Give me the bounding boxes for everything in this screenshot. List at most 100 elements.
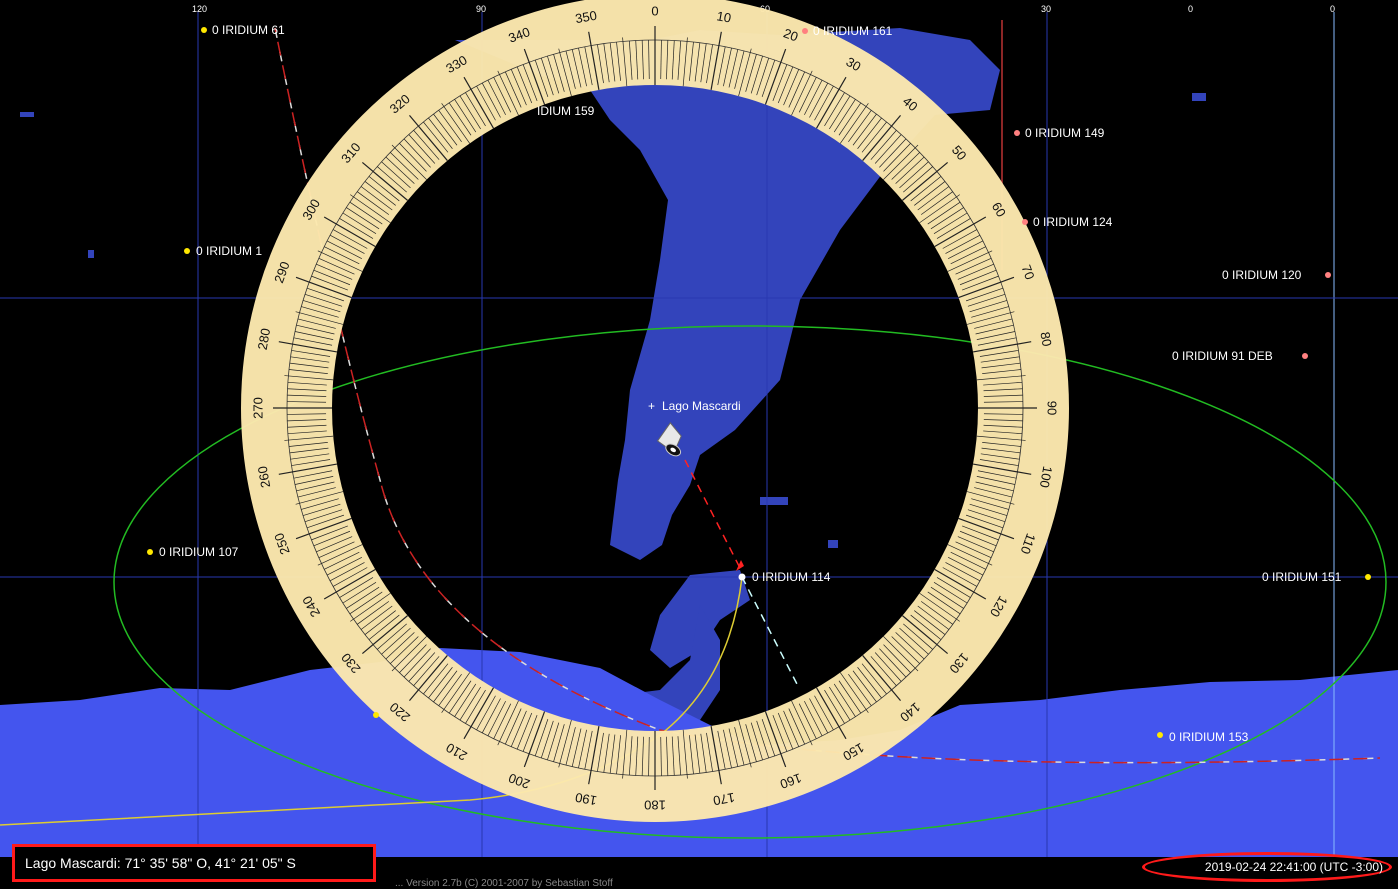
compass-tick <box>641 736 644 776</box>
compass-tick <box>839 103 869 144</box>
compass-tick <box>377 166 407 193</box>
compass-tick <box>977 337 1017 346</box>
compass-tick <box>689 735 694 775</box>
compass-degree-label: 350 <box>574 8 598 27</box>
satellite-iridium-1[interactable]: 0 IRIDIUM 1 <box>184 244 262 258</box>
compass-tick <box>838 102 862 136</box>
compass-tick <box>588 31 600 91</box>
compass-tick <box>945 562 981 582</box>
satellite-dot-unlabeled[interactable] <box>373 712 379 718</box>
compass-tick <box>965 287 1004 302</box>
compass-tick <box>329 234 365 254</box>
compass-tick <box>293 337 333 346</box>
compass-tick <box>666 40 669 80</box>
compass-tick <box>917 605 950 630</box>
compass-tick <box>377 623 407 650</box>
compass-tick <box>324 551 360 570</box>
compass-tick <box>516 66 533 104</box>
compass-tick <box>408 114 448 161</box>
compass-tick <box>597 44 604 84</box>
compass-tick <box>814 695 834 731</box>
horizon-circle <box>113 325 1387 839</box>
satellite-iridium-149[interactable]: 0 IRIDIUM 149 <box>1014 126 1105 140</box>
compass-tick <box>476 85 496 121</box>
compass-tick <box>689 41 694 81</box>
compass-tick <box>899 161 929 189</box>
compass-tick <box>438 673 462 706</box>
satellite-label: IDIUM 159 <box>537 104 595 118</box>
satellite-dot <box>1014 130 1020 136</box>
satellite-label: 0 IRIDIUM 107 <box>159 545 239 559</box>
datetime-readout[interactable]: 2019-02-24 22:41:00 (UTC -3:00) <box>1142 852 1392 882</box>
satellite-iridium-159[interactable]: IDIUM 159 <box>537 104 595 118</box>
compass-tick <box>433 670 458 703</box>
compass-tick <box>368 176 400 202</box>
compass-tick <box>983 424 1023 428</box>
compass-tick <box>465 689 486 724</box>
satellite-iridium-114[interactable]: 0 IRIDIUM 114 <box>738 570 831 584</box>
compass-tick <box>804 700 823 737</box>
compass-tick <box>883 644 911 673</box>
satellite-iridium-124[interactable]: 0 IRIDIUM 124 <box>1022 215 1113 229</box>
satellite-iridium-61[interactable]: 0 IRIDIUM 61 <box>201 23 285 37</box>
satellite-iridium-107[interactable]: 0 IRIDIUM 107 <box>147 545 239 559</box>
compass-tick <box>934 216 987 248</box>
satellite-label: 0 IRIDIUM 161 <box>813 24 893 38</box>
satellite-iridium-151[interactable]: 0 IRIDIUM 151 <box>1262 570 1371 584</box>
compass-tick <box>861 121 887 153</box>
compass-tick <box>660 40 662 80</box>
compass-tick <box>671 736 675 776</box>
satellite-iridium-153[interactable]: 0 IRIDIUM 153 <box>1157 730 1249 744</box>
compass-tick <box>578 47 587 87</box>
compass-degree-label: 30 <box>844 54 864 74</box>
compass-tick <box>895 156 925 184</box>
compass-tick <box>879 648 907 678</box>
compass-tick <box>428 667 453 699</box>
compass-tick <box>293 470 333 479</box>
compass-tick <box>364 181 396 206</box>
satellite-iridium-161[interactable]: 0 IRIDIUM 161 <box>802 24 893 38</box>
compass-ring[interactable]: 0 102030405060708090100110120130140150160… <box>241 0 1069 822</box>
compass-degree-label: 290 <box>271 259 293 285</box>
observer-location[interactable]: Lago Mascardi + <box>648 399 741 458</box>
compass-tick <box>983 430 1023 435</box>
compass-tick <box>287 388 327 392</box>
compass-tick <box>976 375 1026 381</box>
compass-tick <box>974 318 1013 329</box>
compass-tick <box>809 698 829 734</box>
compass-tick <box>399 644 427 673</box>
compass-degree-label: 70 <box>1019 263 1038 282</box>
grid-label-3: 30 <box>1041 4 1051 14</box>
compass-tick <box>317 544 363 566</box>
compass-tick <box>317 250 363 272</box>
compass-tick <box>346 586 380 609</box>
compass-tick <box>641 40 644 80</box>
compass-degree-label: 10 <box>716 8 733 25</box>
compass-tick <box>671 40 675 80</box>
compass-tick <box>829 686 851 721</box>
compass-tick <box>522 64 538 101</box>
compass-tick <box>750 55 763 94</box>
compass-tick <box>616 41 621 81</box>
compass-tick <box>815 76 847 129</box>
compass-tick <box>565 727 576 766</box>
version-credit: ... Version 2.7b (C) 2001-2007 by Sebast… <box>395 878 613 889</box>
compass-tick <box>942 229 978 249</box>
compass-tick <box>903 166 933 193</box>
satellite-iridium-91-deb[interactable]: 0 IRIDIUM 91 DEB <box>1172 349 1308 363</box>
satellite-iridium-120[interactable]: 0 IRIDIUM 120 <box>1222 268 1331 282</box>
compass-tick <box>815 687 847 740</box>
compass-tick <box>510 69 527 106</box>
compass-tick <box>745 724 757 762</box>
compass-tick <box>829 95 851 130</box>
compass-tick <box>848 673 872 706</box>
compass-tick <box>756 57 770 96</box>
compass-tick <box>316 263 353 280</box>
compass-tick <box>972 341 1032 353</box>
compass-tick <box>936 218 971 239</box>
compass-tick <box>936 577 971 598</box>
compass-tick <box>390 152 419 180</box>
compass-tick <box>682 729 688 779</box>
compass-tick <box>976 435 1026 441</box>
